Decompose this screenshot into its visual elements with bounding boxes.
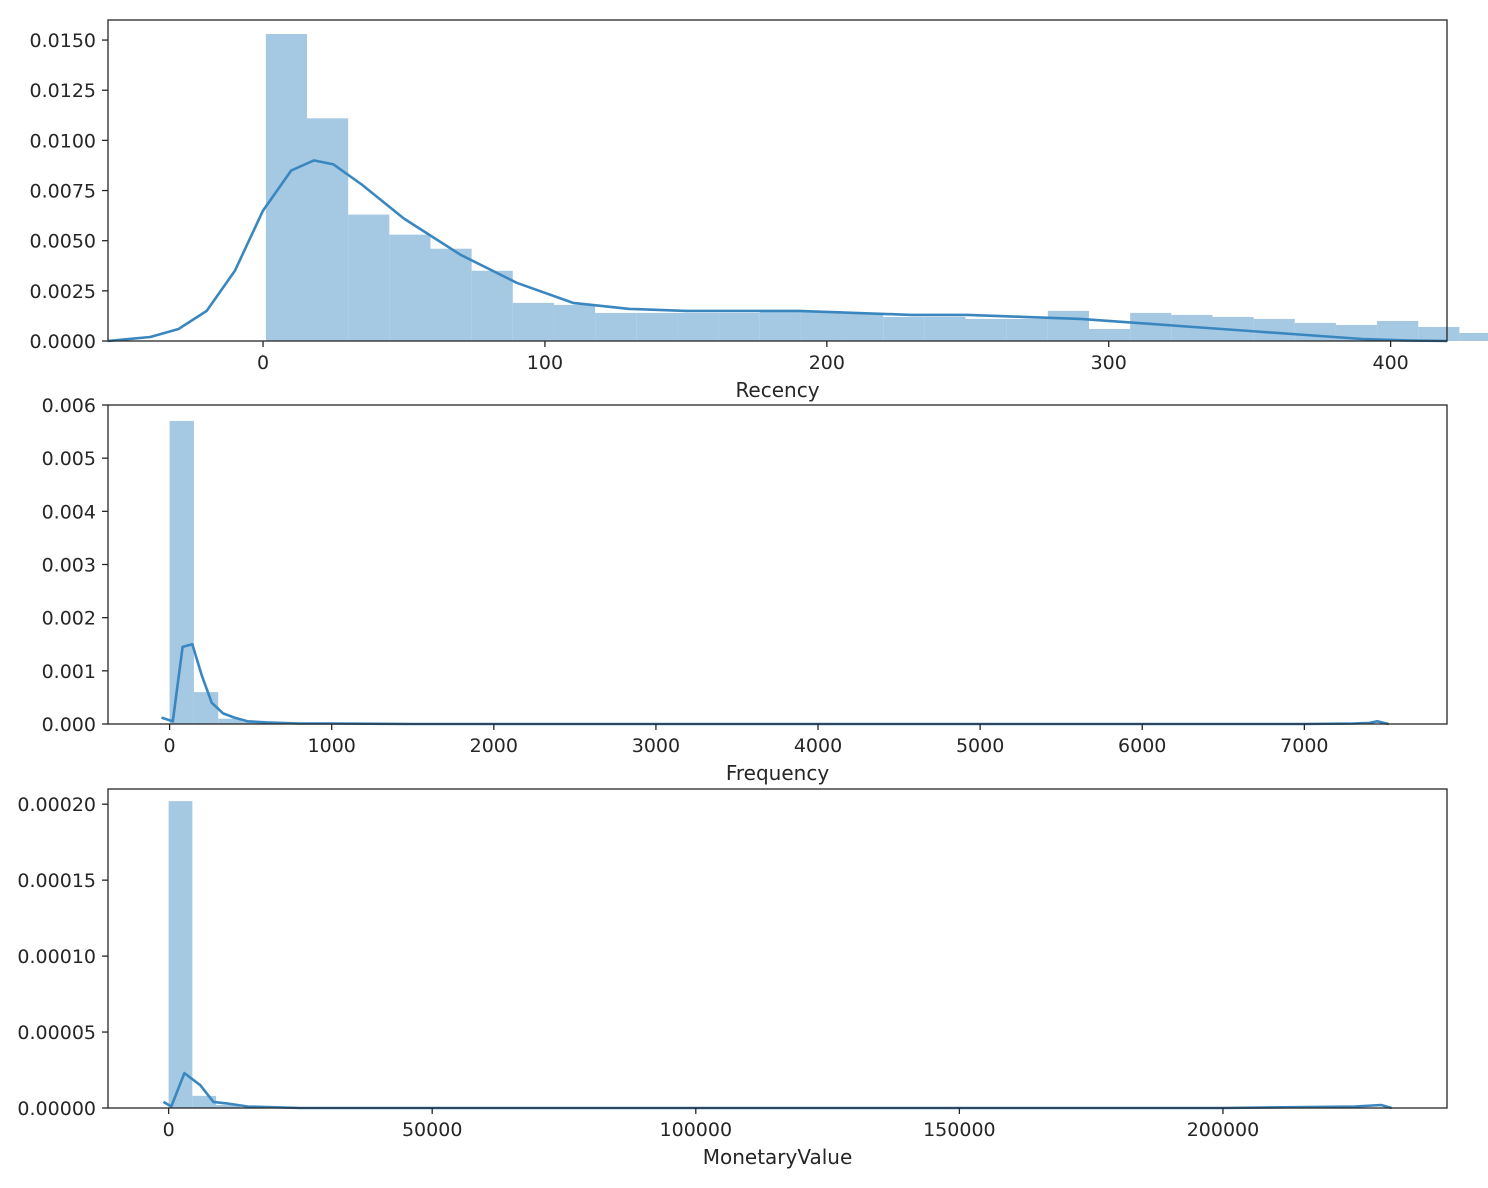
recency-bar-7 xyxy=(553,304,596,341)
recency-bar-18 xyxy=(1006,318,1048,341)
recency-bar-24 xyxy=(1253,318,1295,341)
frequency-x-tick-label-1: 1000 xyxy=(308,735,356,757)
frequency-kde-line xyxy=(161,642,1389,726)
frequency-y-tick-label-5: 0.005 xyxy=(42,448,96,470)
recency-y-tick-label-1: 0.0025 xyxy=(30,281,96,303)
recency-bar-5 xyxy=(471,270,513,341)
recency-x-tick-label-1: 100 xyxy=(527,352,563,374)
recency-bar-14 xyxy=(842,312,884,341)
recency-bar-6 xyxy=(512,302,554,341)
monetary-value-bar-0 xyxy=(168,801,193,1108)
frequency-bar-2 xyxy=(218,718,243,724)
monetary-value-x-axis-label: MonetaryValue xyxy=(703,1145,853,1169)
frequency-axes-frame xyxy=(107,404,1448,725)
recency-bar-10 xyxy=(677,312,719,341)
recency-bar-11 xyxy=(718,312,760,341)
monetary-value-x-tick-label-2: 100000 xyxy=(660,1119,733,1141)
recency-y-tick-label-2: 0.0050 xyxy=(30,231,96,253)
recency-bar-2 xyxy=(348,214,390,341)
recency-bar-9 xyxy=(636,312,678,341)
recency-x-tick-label-2: 200 xyxy=(809,352,845,374)
monetary-value-y-tick-label-4: 0.00020 xyxy=(17,794,96,816)
monetary-value-y-tick-label-0: 0.00000 xyxy=(17,1098,96,1120)
recency-y-tick-label-0: 0.0000 xyxy=(30,331,96,353)
monetary-value-axes-frame xyxy=(107,788,1448,1109)
frequency-x-tick-label-7: 7000 xyxy=(1280,735,1328,757)
frequency-bar-1 xyxy=(193,692,219,724)
frequency-y-tick-label-3: 0.003 xyxy=(42,555,96,577)
monetary-value-y-tick-label-3: 0.00015 xyxy=(17,870,96,892)
recency-bar-20 xyxy=(1088,328,1131,341)
recency-bar-8 xyxy=(595,312,637,341)
monetary-value-bar-2 xyxy=(216,1104,240,1108)
monetary-value-panel: 0 50000 100000 150000 200000 0.00000 0.00005 0.… xyxy=(17,788,1448,1169)
frequency-y-tick-label-6: 0.006 xyxy=(42,395,96,417)
recency-panel: 0 100 200 300 400 0.0000 0.0025 0.0050 0.0075 0.0… xyxy=(30,19,1488,402)
recency-bar-12 xyxy=(759,310,801,341)
recency-kde-line xyxy=(107,159,1448,343)
recency-x-axis-label: Recency xyxy=(735,378,819,402)
monetary-value-x-tick-label-1: 50000 xyxy=(402,1119,462,1141)
frequency-x-axis-label: Frequency xyxy=(726,761,829,785)
recency-axes-frame xyxy=(107,19,1448,342)
recency-bar-4 xyxy=(430,248,472,341)
recency-bar-27 xyxy=(1377,320,1419,341)
recency-x-tick-label-3: 300 xyxy=(1091,352,1127,374)
frequency-x-tick-label-0: 0 xyxy=(164,735,176,757)
monetary-value-kde-line xyxy=(162,1071,1392,1110)
recency-bar-16 xyxy=(924,316,966,341)
frequency-y-tick-label-1: 0.001 xyxy=(42,661,96,683)
frequency-bar-0 xyxy=(169,420,194,724)
recency-bar-3 xyxy=(389,234,431,341)
monetary-value-y-tick-label-2: 0.00010 xyxy=(17,946,96,968)
recency-y-tick-label-4: 0.0100 xyxy=(30,130,96,152)
recency-bar-29 xyxy=(1459,332,1488,341)
frequency-x-tick-label-2: 2000 xyxy=(470,735,518,757)
recency-x-tick-label-0: 0 xyxy=(257,352,269,374)
recency-y-tick-label-5: 0.0125 xyxy=(30,80,96,102)
frequency-y-tick-label-0: 0.000 xyxy=(42,714,96,736)
recency-y-tick-label-3: 0.0075 xyxy=(30,181,96,203)
frequency-panel: 0 1000 2000 3000 4000 5000 6000 7000 0.000 0.001 0… xyxy=(42,395,1448,785)
recency-bar-25 xyxy=(1294,322,1336,341)
recency-bar-13 xyxy=(800,310,843,341)
monetary-value-x-tick-label-4: 200000 xyxy=(1187,1119,1260,1141)
frequency-y-tick-label-2: 0.002 xyxy=(42,608,96,630)
recency-bar-28 xyxy=(1418,326,1460,341)
recency-bar-21 xyxy=(1130,312,1172,341)
monetary-value-y-tick-label-1: 0.00005 xyxy=(17,1022,96,1044)
frequency-y-tick-label-4: 0.004 xyxy=(42,501,96,523)
frequency-x-tick-label-3: 3000 xyxy=(632,735,680,757)
recency-bar-19 xyxy=(1047,310,1089,341)
recency-bar-17 xyxy=(965,318,1007,341)
monetary-value-x-tick-label-3: 150000 xyxy=(923,1119,996,1141)
frequency-x-tick-label-5: 5000 xyxy=(956,735,1004,757)
recency-bar-1 xyxy=(307,118,349,342)
frequency-x-tick-label-6: 6000 xyxy=(1118,735,1166,757)
recency-y-tick-label-6: 0.0150 xyxy=(30,30,96,52)
recency-bar-15 xyxy=(883,316,925,341)
recency-bar-0 xyxy=(265,34,308,341)
recency-x-tick-label-4: 400 xyxy=(1372,352,1408,374)
frequency-x-tick-label-4: 4000 xyxy=(794,735,842,757)
monetary-value-x-tick-label-0: 0 xyxy=(163,1119,175,1141)
